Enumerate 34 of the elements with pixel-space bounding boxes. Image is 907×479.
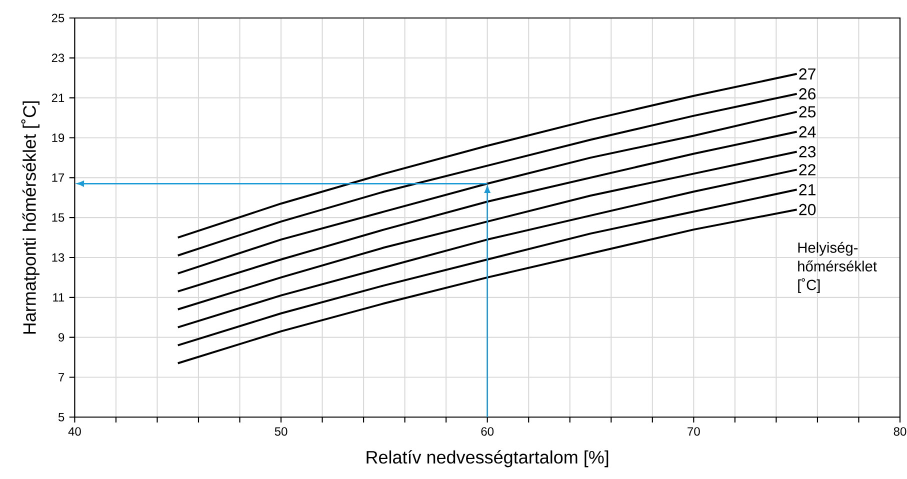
series-label: 24 xyxy=(799,126,816,138)
line-series xyxy=(176,150,798,310)
line-series xyxy=(176,72,798,238)
x-tick-label: 50 xyxy=(274,427,288,436)
y-tick-label: 9 xyxy=(58,332,64,342)
y-tick-label: 23 xyxy=(52,54,64,62)
legend-title: Helyiség-hőmérséklet [˚C] xyxy=(798,242,877,293)
y-tick-label: 21 xyxy=(52,94,64,102)
y-tick-label: 5 xyxy=(58,412,64,422)
x-tick-label: 80 xyxy=(894,427,906,436)
y-tick-label: 17 xyxy=(52,173,64,182)
line-series xyxy=(176,110,798,274)
y-tick-label: 7 xyxy=(58,373,64,382)
x-tick-label: 40 xyxy=(68,427,81,436)
series-label: 23 xyxy=(799,146,816,158)
y-tick-label: 15 xyxy=(52,213,64,222)
y-tick-label: 25 xyxy=(52,14,64,22)
x-axis-title: Relatív nedvességtartalom [%] xyxy=(366,450,608,468)
series-label: 20 xyxy=(799,204,816,216)
series-label: 21 xyxy=(799,184,816,196)
series-label: 27 xyxy=(799,68,816,80)
y-axis-title: Harmatponti hőmérséklet [˚C] xyxy=(21,101,40,334)
line-series xyxy=(176,188,798,346)
series-label: 25 xyxy=(799,106,816,118)
x-tick-label: 60 xyxy=(481,427,494,436)
y-tick-label: 11 xyxy=(53,293,64,302)
line-series xyxy=(176,92,798,256)
series-label: 22 xyxy=(799,164,816,176)
x-tick-label: 70 xyxy=(688,427,700,436)
series-label: 26 xyxy=(799,88,816,100)
y-tick-label: 13 xyxy=(52,253,64,262)
y-tick-label: 19 xyxy=(52,133,64,142)
line-series xyxy=(176,208,798,364)
line-series xyxy=(176,168,798,328)
